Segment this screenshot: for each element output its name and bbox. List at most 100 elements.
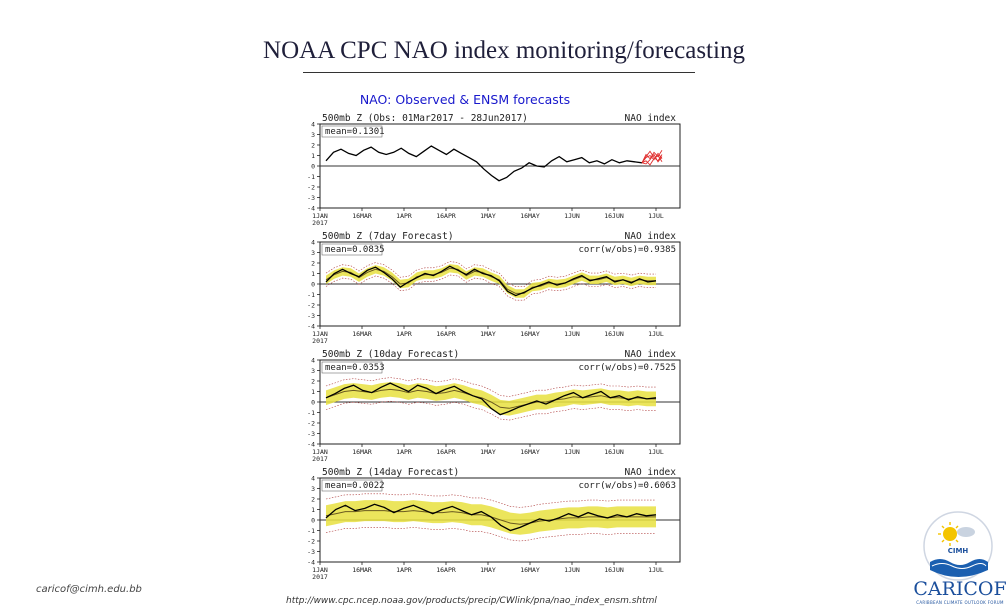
caricof-logo: CARICOF CARIBBEAN CLIMATE OUTLOOK FORUM <box>912 578 1008 612</box>
x-tick-label: 1JUN <box>564 212 580 220</box>
panel-index-label: NAO index <box>625 467 677 478</box>
cimh-logo: CIMH <box>923 511 993 581</box>
y-tick-label: 4 <box>311 475 315 483</box>
x-tick-label: 1JUL <box>648 566 664 574</box>
x-tick-label: 1MAY <box>480 330 496 338</box>
y-tick-label: -1 <box>307 291 315 299</box>
y-tick-label: -1 <box>307 173 315 181</box>
x-tick-label: 1APR <box>396 212 412 220</box>
y-tick-label: -2 <box>307 420 315 428</box>
x-tick-label: 16JUN <box>604 566 624 574</box>
x-tick-label: 16APR <box>436 566 456 574</box>
y-tick-label: -1 <box>307 409 315 417</box>
x-tick-label: 2017 <box>312 573 328 581</box>
y-tick-label: -4 <box>307 559 315 567</box>
panel-1: 500mb Z (Obs: 01Mar2017 - 28Jun2017) NAO … <box>307 113 681 227</box>
x-tick-label: 1JUL <box>648 448 664 456</box>
y-tick-label: 0 <box>311 517 315 525</box>
panel-title: 500mb Z (Obs: 01Mar2017 - 28Jun2017) <box>322 113 528 124</box>
panel-index-label: NAO index <box>625 113 677 124</box>
x-tick-label: 16MAR <box>352 330 372 338</box>
y-tick-label: -4 <box>307 205 315 213</box>
y-tick-label: -4 <box>307 323 315 331</box>
title-underline <box>303 72 695 73</box>
x-tick-label: 1JAN <box>312 212 328 220</box>
stat-box <box>321 361 383 374</box>
panel-title: 500mb Z (10day Forecast) <box>322 349 459 360</box>
caricof-logo-tagline: CARIBBEAN CLIMATE OUTLOOK FORUM <box>916 600 1004 605</box>
x-tick-label: 16MAR <box>352 566 372 574</box>
x-tick-label: 1MAY <box>480 212 496 220</box>
y-tick-label: -3 <box>307 312 315 320</box>
forecast-lower-bound <box>325 274 656 301</box>
slide-title: NOAA CPC NAO index monitoring/forecastin… <box>263 37 745 64</box>
y-tick-label: 3 <box>311 249 315 257</box>
x-tick-label: 16JUN <box>604 448 624 456</box>
observed-line <box>325 145 643 182</box>
y-tick-label: 2 <box>311 260 315 268</box>
y-tick-label: -3 <box>307 194 315 202</box>
x-tick-label: 16MAY <box>520 566 540 574</box>
panel-mean-label: mean=0.1301 <box>325 127 385 137</box>
y-tick-label: -4 <box>307 441 315 449</box>
forecast-member-line <box>641 153 663 165</box>
footer-email[interactable]: caricof@cimh.edu.bb <box>36 584 142 595</box>
panel-2: 500mb Z (7day Forecast) NAO index 4 3 2 1 0 -1 -… <box>307 231 681 345</box>
y-tick-label: 3 <box>311 131 315 139</box>
x-tick-label: 2017 <box>312 219 328 227</box>
observed-line <box>325 382 657 416</box>
y-tick-label: 2 <box>311 378 315 386</box>
x-tick-label: 1JUN <box>564 448 580 456</box>
x-tick-label: 16MAY <box>520 448 540 456</box>
x-tick-label: 1JUL <box>648 212 664 220</box>
x-tick-label: 2017 <box>312 337 328 345</box>
forecast-member-line <box>641 154 663 166</box>
panel-title: 500mb Z (14day Forecast) <box>322 467 459 478</box>
forecast-line <box>325 388 656 409</box>
x-tick-label: 1MAY <box>480 448 496 456</box>
y-tick-label: 0 <box>311 399 315 407</box>
panel-corr-label: corr(w/obs)=0.9385 <box>578 245 676 255</box>
x-tick-label: 1JUN <box>564 330 580 338</box>
x-tick-label: 1JAN <box>312 330 328 338</box>
observed-line <box>325 265 657 297</box>
y-tick-label: 2 <box>311 142 315 150</box>
panel-corr-label: corr(w/obs)=0.7525 <box>578 363 676 373</box>
forecast-upper-bound <box>325 261 656 287</box>
x-tick-label: 2017 <box>312 455 328 463</box>
y-tick-label: 1 <box>311 152 315 160</box>
x-tick-label: 16MAY <box>520 330 540 338</box>
stat-box <box>321 479 383 492</box>
x-tick-label: 1JUL <box>648 330 664 338</box>
y-tick-label: 1 <box>311 506 315 514</box>
panel-index-label: NAO index <box>625 231 677 242</box>
x-tick-label: 1JAN <box>312 448 328 456</box>
panel-mean-label: mean=0.0022 <box>325 481 385 491</box>
forecast-lower-bound <box>325 400 656 421</box>
x-tick-label: 16MAR <box>352 448 372 456</box>
y-tick-label: -2 <box>307 302 315 310</box>
nao-figure: NAO: Observed & ENSM forecasts 500mb Z (… <box>307 92 681 581</box>
y-tick-label: 0 <box>311 163 315 171</box>
stat-box <box>321 243 383 256</box>
forecast-lower-bound <box>325 527 656 542</box>
x-tick-label: 1APR <box>396 566 412 574</box>
y-tick-label: -3 <box>307 548 315 556</box>
x-tick-label: 16APR <box>436 330 456 338</box>
y-tick-label: -1 <box>307 527 315 535</box>
y-tick-label: -2 <box>307 184 315 192</box>
panel-index-label: NAO index <box>625 349 677 360</box>
panel-3: 500mb Z (10day Forecast) NAO index 4 3 2 1 0 -1… <box>307 349 681 463</box>
stat-box <box>321 125 383 138</box>
x-tick-label: 1APR <box>396 330 412 338</box>
forecast-member-line <box>641 150 663 164</box>
figure-title: NAO: Observed & ENSM forecasts <box>360 92 570 107</box>
y-tick-label: -3 <box>307 430 315 438</box>
x-tick-label: 1JAN <box>312 566 328 574</box>
x-tick-label: 16MAR <box>352 212 372 220</box>
x-tick-label: 1APR <box>396 448 412 456</box>
source-url-link[interactable]: http://www.cpc.ncep.noaa.gov/products/pr… <box>286 596 657 606</box>
y-tick-label: 3 <box>311 485 315 493</box>
forecast-upper-bound <box>325 493 656 508</box>
y-tick-label: 4 <box>311 239 315 247</box>
